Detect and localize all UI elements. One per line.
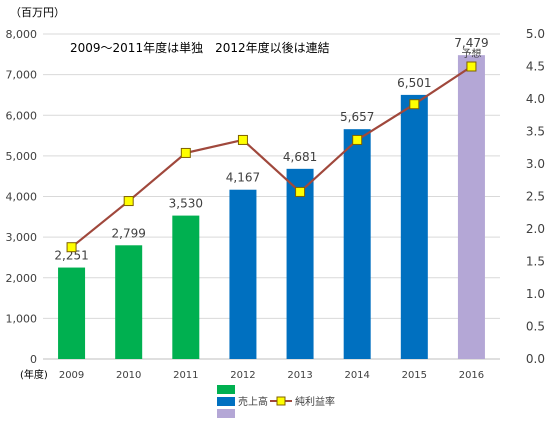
legend-swatch-purple [217, 409, 235, 418]
bar [400, 94, 428, 359]
bar-data-labels: 2,251 2,799 3,530 4,167 4,681 5,657 6,501 7,479… [54, 36, 488, 262]
right-axis-ticks: 0.0 0.5 1.0 1.5 2.0 2.5 3.0 3.5 4.0 4.5 5.0 [526, 27, 545, 366]
left-axis-tick-label: 3,000 [6, 231, 38, 244]
x-axis-tick-label: 2012 [230, 370, 255, 381]
bar-data-label: 5,657 [340, 110, 374, 124]
line-marker [66, 242, 77, 253]
y-axis-unit-label: （百万円） [10, 6, 65, 19]
line-marker [237, 134, 248, 145]
x-axis-tick-label: 2009 [59, 370, 84, 381]
bar [343, 129, 371, 359]
left-axis-tick-label: 5,000 [6, 150, 38, 163]
right-axis-tick-label: 4.5 [526, 60, 545, 74]
line-marker [295, 186, 306, 197]
bar [457, 55, 485, 360]
line-marker [409, 99, 420, 110]
x-axis-tick-label: 2011 [173, 370, 198, 381]
x-axis-ticks: 2009 2010 2011 2012 2013 2014 2015 2016 [59, 370, 484, 381]
right-axis-tick-label: 5.0 [526, 27, 545, 41]
bar-data-label: 6,501 [397, 76, 431, 90]
chart-annotation: 2009～2011年度は単独 2012年度以後は連結 [70, 40, 330, 55]
left-axis-tick-label: 2,000 [6, 272, 38, 285]
left-axis-tick-label: 0 [30, 353, 37, 366]
bar [115, 245, 143, 359]
right-axis-tick-label: 3.0 [526, 157, 545, 171]
x-axis-tick-label: 2013 [287, 370, 312, 381]
x-axis-tick-label: 2010 [116, 370, 141, 381]
left-axis-tick-label: 8,000 [6, 28, 38, 41]
bar [229, 189, 257, 359]
right-axis-tick-label: 3.5 [526, 125, 545, 139]
right-axis-tick-label: 4.0 [526, 92, 545, 106]
forecast-label: 予想 [461, 47, 481, 60]
bar-series [58, 55, 485, 360]
right-axis-tick-label: 1.5 [526, 255, 545, 269]
right-axis-tick-label: 2.5 [526, 190, 545, 204]
legend-swatch-blue [217, 397, 235, 406]
x-axis-tick-label: 2014 [344, 370, 369, 381]
right-axis-tick-label: 0.0 [526, 352, 545, 366]
line-marker [352, 134, 363, 145]
bar-data-label: 2,799 [112, 226, 146, 240]
bar [172, 215, 200, 359]
left-axis-tick-label: 6,000 [6, 109, 38, 122]
bar-data-label: 3,530 [169, 197, 203, 211]
legend-swatch-green [217, 385, 235, 394]
bar-data-label: 4,167 [226, 171, 260, 185]
line-marker [123, 196, 134, 207]
bar [58, 267, 86, 359]
line-series [66, 61, 477, 253]
left-axis-tick-label: 1,000 [6, 312, 38, 325]
x-axis-unit-label: (年度) [20, 368, 48, 381]
left-axis-tick-label: 4,000 [6, 191, 38, 204]
legend: 売上高 純利益率 [217, 385, 335, 418]
line-marker [180, 147, 191, 158]
left-axis-tick-label: 7,000 [6, 69, 38, 82]
right-axis-tick-label: 1.0 [526, 287, 545, 301]
x-axis-tick-label: 2015 [402, 370, 427, 381]
line-marker [466, 61, 477, 72]
bar-data-label: 4,681 [283, 150, 317, 164]
x-axis-tick-label: 2016 [459, 370, 484, 381]
right-axis-tick-label: 2.0 [526, 222, 545, 236]
legend-label-margin: 純利益率 [295, 395, 335, 408]
right-axis-tick-label: 0.5 [526, 320, 545, 334]
bar-data-label: 7,479 [454, 36, 488, 50]
margin-line [70, 65, 473, 249]
left-axis-ticks: 0 1,000 2,000 3,000 4,000 5,000 6,000 7,000 8,00… [6, 28, 38, 366]
bar-data-label: 2,251 [54, 249, 88, 263]
legend-label-sales: 売上高 [238, 395, 268, 408]
legend-marker-sample [276, 396, 286, 406]
bar [286, 168, 314, 359]
